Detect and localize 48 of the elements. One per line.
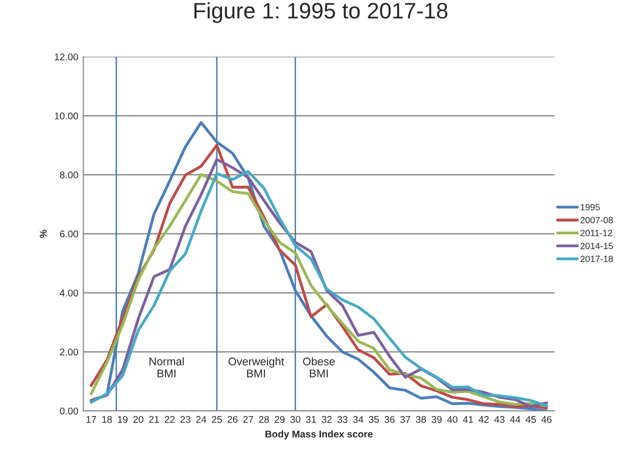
y-tick-label: 0.00 xyxy=(60,408,78,414)
y-tick-label: 4.00 xyxy=(60,290,78,296)
x-tick-label: 29 xyxy=(274,416,285,423)
x-tick-label: 40 xyxy=(447,416,458,423)
x-tick-label: 28 xyxy=(259,416,269,423)
x-tick-label: 18 xyxy=(102,416,112,423)
y-tick-label: 12.00 xyxy=(54,53,78,60)
x-tick-label: 39 xyxy=(432,416,442,423)
x-tick-label: 22 xyxy=(164,416,175,423)
y-tick-label: 6.00 xyxy=(60,230,78,238)
x-tick-label: 35 xyxy=(368,416,379,423)
legend-label: 2014-15 xyxy=(580,242,613,250)
annotation: Obese BMI xyxy=(303,357,335,378)
x-tick-label: 27 xyxy=(243,416,254,423)
x-tick-label: 32 xyxy=(322,416,332,423)
x-tick-label: 36 xyxy=(384,416,395,423)
legend-label: 2011-12 xyxy=(580,230,612,236)
x-tick-label: 26 xyxy=(228,416,238,423)
x-tick-label: 46 xyxy=(541,416,552,423)
x-tick-label: 21 xyxy=(149,416,159,423)
x-tick-label: 37 xyxy=(400,416,410,423)
y-tick-label: 8.00 xyxy=(60,172,78,178)
x-tick-label: 33 xyxy=(337,416,348,423)
x-tick-label: 17 xyxy=(86,416,96,423)
y-tick-label: 10.00 xyxy=(54,112,78,120)
annotation: Overweight BMI xyxy=(228,357,284,378)
x-tick-label: 31 xyxy=(306,416,316,423)
x-tick-label: 20 xyxy=(133,416,144,423)
legend-label: 2017-18 xyxy=(580,256,613,262)
legend-label: 1995 xyxy=(580,204,600,210)
chart-title: Figure 1: 1995 to 2017-18 xyxy=(194,2,448,23)
x-tick-label: 41 xyxy=(462,416,474,423)
annotation: Normal BMI xyxy=(150,357,184,378)
x-tick-label: 23 xyxy=(180,416,190,423)
y-tick-label: 2.00 xyxy=(60,348,78,356)
x-tick-label: 43 xyxy=(494,416,504,423)
x-tick-label: 38 xyxy=(416,416,426,423)
x-tick-label: 25 xyxy=(212,416,222,423)
x-tick-label: 45 xyxy=(526,416,536,423)
y-axis-title: % xyxy=(40,230,47,238)
x-axis-title: Body Mass Index score xyxy=(266,430,373,440)
x-tick-label: 34 xyxy=(353,416,364,423)
x-tick-label: 19 xyxy=(118,416,128,423)
x-tick-label: 30 xyxy=(290,416,300,423)
x-tick-label: 44 xyxy=(510,416,520,423)
x-tick-label: 42 xyxy=(478,416,489,423)
legend-label: 2007-08 xyxy=(580,216,613,224)
x-tick-label: 24 xyxy=(196,416,206,423)
